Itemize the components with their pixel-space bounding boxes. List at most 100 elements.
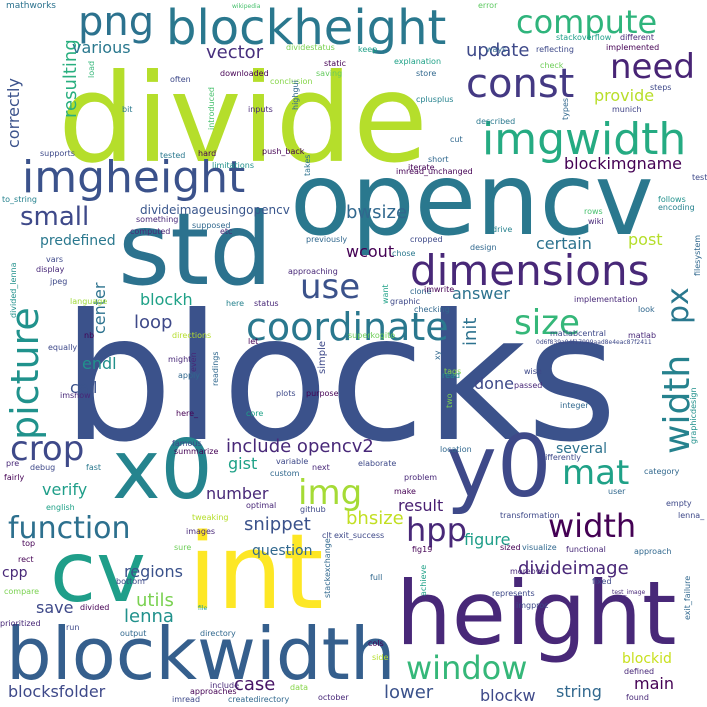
word: file: [198, 605, 208, 612]
word: run: [66, 623, 80, 632]
word: tags: [444, 367, 462, 376]
word: update: [466, 40, 530, 61]
word: y0: [446, 417, 552, 517]
word: equally: [48, 343, 78, 352]
word: figure: [464, 530, 511, 549]
word: mat: [562, 453, 630, 493]
word: custom: [270, 469, 300, 478]
word: rows: [584, 207, 603, 216]
word: encoding: [658, 203, 695, 212]
word: blockid: [622, 651, 672, 667]
word: snippet: [244, 514, 311, 535]
word: two: [445, 393, 454, 408]
word: integer: [560, 401, 589, 410]
word: wikipedia: [232, 3, 261, 10]
word: fast: [86, 463, 102, 472]
word: opencv: [290, 141, 654, 258]
word: load: [87, 60, 96, 78]
word: pre: [6, 459, 20, 468]
word: previously: [306, 235, 348, 244]
word: make: [394, 487, 416, 496]
word: explanation: [394, 57, 442, 66]
word: graphic: [390, 297, 421, 306]
word: tweaking: [192, 513, 229, 522]
word: sized: [500, 543, 521, 552]
word: look: [638, 305, 655, 314]
word: blocksfolder: [8, 682, 106, 701]
word: string: [556, 682, 602, 701]
word: simple: [317, 340, 328, 374]
word: full: [370, 573, 383, 582]
word: fixed: [592, 577, 612, 586]
word: computed: [130, 227, 171, 236]
word: keep: [358, 45, 378, 54]
word: size: [514, 303, 580, 343]
word: provide: [594, 86, 655, 105]
word: stackoverflow: [556, 33, 612, 42]
word: bhsize: [346, 508, 404, 529]
word: wise: [524, 367, 542, 376]
word: display: [36, 265, 65, 274]
word: correctly: [4, 78, 23, 148]
word: etc: [220, 227, 233, 236]
word: push_back: [262, 147, 305, 156]
word: dimensions: [410, 246, 650, 295]
word: superkogito: [348, 331, 396, 340]
word: bwsize: [346, 202, 408, 223]
word: chose: [392, 249, 416, 258]
word: matlab: [628, 331, 657, 340]
word: divideimage: [518, 558, 629, 579]
word: regions: [124, 562, 183, 581]
word: vector: [206, 42, 264, 63]
word: width: [548, 507, 637, 545]
word: variable: [276, 457, 309, 466]
word: directions: [172, 331, 212, 340]
word: often: [170, 75, 191, 84]
word: lenna: [124, 606, 174, 627]
word: loop: [134, 312, 173, 333]
word: coordinate: [246, 305, 449, 349]
word: tested: [160, 151, 186, 160]
word: post: [628, 230, 663, 249]
word: language: [70, 297, 108, 306]
word: side: [372, 653, 389, 662]
word: png: [78, 0, 155, 45]
word: filesystem: [693, 234, 702, 276]
word: passed: [514, 381, 543, 390]
word: reflecting: [536, 45, 574, 54]
word: imread: [172, 695, 201, 704]
word: checking: [414, 305, 450, 314]
word: imshow: [60, 391, 91, 400]
word: lenna_: [678, 511, 705, 520]
word: cv: [50, 523, 146, 621]
word: core: [246, 409, 264, 418]
word: cut: [450, 135, 463, 144]
word: test: [692, 173, 707, 182]
word: static: [324, 59, 346, 68]
word: location: [440, 445, 472, 454]
word: small: [20, 202, 90, 232]
word: inputs: [248, 105, 273, 114]
word: differently: [540, 453, 581, 462]
word: directory: [200, 629, 236, 638]
word: crop: [10, 429, 85, 469]
word: follows: [658, 195, 686, 204]
word: apply: [178, 371, 201, 380]
word: functional: [566, 545, 606, 554]
word: divideimageusingopencv: [140, 203, 290, 217]
word: matlabcentral: [550, 329, 606, 338]
word: height: [396, 562, 677, 665]
word: predefined: [40, 233, 116, 249]
word: steps: [650, 83, 672, 92]
word: read: [442, 371, 461, 380]
word: rect: [18, 555, 34, 564]
word: compare: [4, 587, 40, 596]
word: images: [186, 527, 216, 536]
word: picture: [3, 307, 47, 440]
word: implementation: [574, 295, 638, 304]
word: lower: [384, 682, 434, 703]
word: let: [248, 337, 259, 346]
word: october: [318, 693, 349, 702]
word: here: [226, 299, 245, 308]
word: divide: [58, 48, 428, 190]
